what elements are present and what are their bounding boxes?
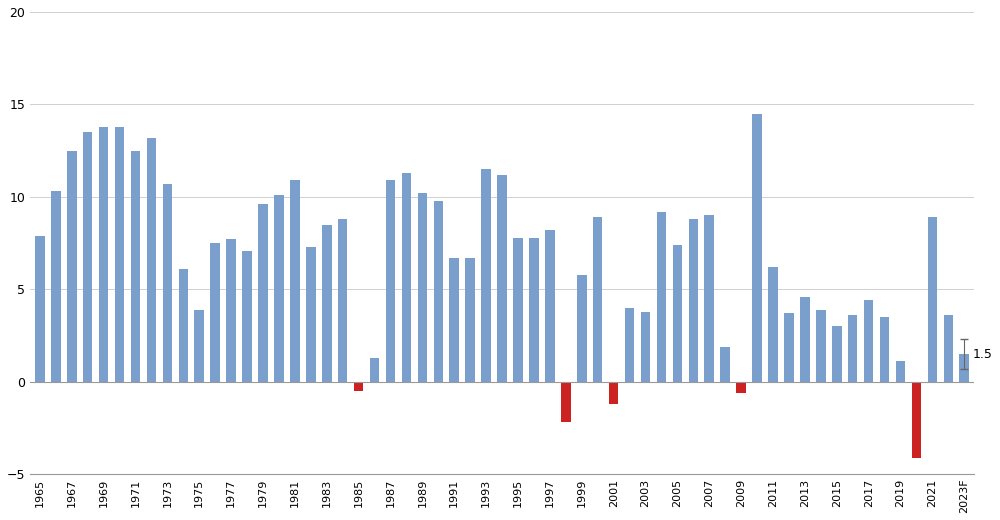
Bar (147, 138, 156, 382)
Bar (274, 195, 284, 382)
Bar (465, 258, 475, 382)
Bar (704, 215, 714, 382)
Bar (896, 361, 905, 382)
Bar (131, 151, 140, 382)
Bar (242, 251, 252, 382)
Bar (529, 238, 539, 382)
Bar (226, 239, 236, 382)
Bar (99, 126, 108, 382)
Bar (720, 347, 730, 382)
Bar (545, 230, 555, 382)
Bar (51, 191, 61, 382)
Bar (609, 382, 618, 404)
Bar (386, 180, 395, 382)
Bar (736, 382, 746, 393)
Bar (322, 225, 332, 382)
Bar (848, 315, 857, 382)
Bar (210, 243, 220, 382)
Bar (944, 315, 953, 382)
Bar (577, 275, 587, 382)
Bar (625, 308, 634, 382)
Bar (784, 314, 794, 382)
Bar (179, 269, 188, 382)
Bar (689, 219, 698, 382)
Bar (657, 212, 666, 382)
Bar (673, 245, 682, 382)
Bar (290, 180, 300, 382)
Bar (928, 217, 937, 382)
Bar (258, 204, 268, 382)
Bar (816, 310, 826, 382)
Bar (194, 310, 204, 382)
Bar (83, 132, 92, 382)
Bar (163, 184, 172, 382)
Bar (513, 238, 523, 382)
Bar (370, 358, 379, 382)
Bar (864, 301, 873, 382)
Bar (752, 114, 762, 382)
Bar (402, 173, 411, 382)
Bar (35, 236, 45, 382)
Bar (306, 247, 316, 382)
Bar (354, 382, 363, 391)
Bar (115, 126, 124, 382)
Bar (338, 219, 347, 382)
Bar (593, 217, 602, 382)
Bar (800, 297, 810, 382)
Text: 1.5: 1.5 (973, 347, 993, 360)
Bar (880, 317, 889, 382)
Bar (418, 193, 427, 382)
Bar (768, 267, 778, 382)
Bar (959, 354, 969, 382)
Bar (497, 175, 507, 382)
Bar (561, 382, 571, 422)
Bar (434, 201, 443, 382)
Bar (832, 327, 842, 382)
Bar (449, 258, 459, 382)
Bar (67, 151, 77, 382)
Bar (641, 311, 650, 382)
Bar (912, 382, 921, 458)
Bar (481, 169, 491, 382)
